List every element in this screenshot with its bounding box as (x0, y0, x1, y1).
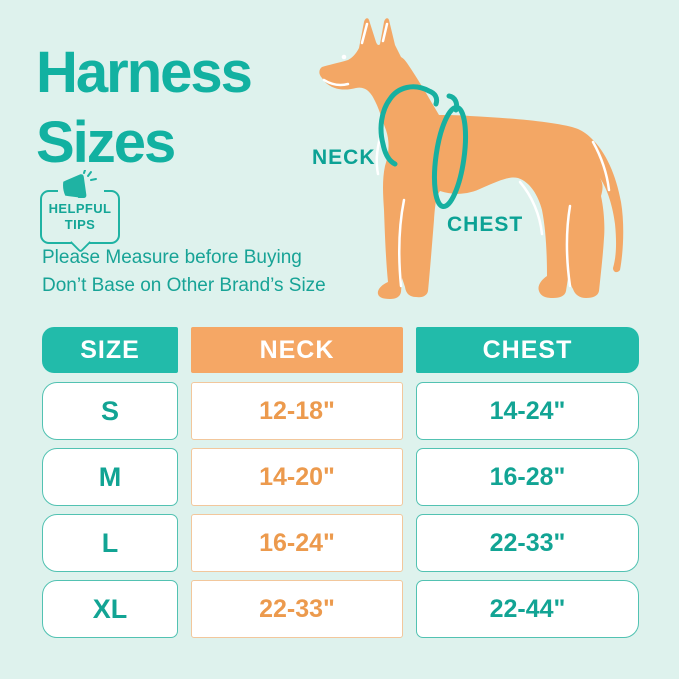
dog-silhouette-svg (319, 18, 624, 299)
table-row: M 14-20" 16-28" (42, 448, 639, 506)
neck-measure-label: NECK (312, 146, 376, 169)
tips-badge-line1: HELPFUL (48, 201, 112, 216)
size-cell: XL (42, 580, 178, 638)
measure-note: Please Measure before Buying Don’t Base … (42, 244, 326, 300)
neck-column-header: NECK (191, 327, 403, 373)
chest-measure-label: CHEST (447, 213, 524, 236)
measure-note-line2: Don’t Base on Other Brand’s Size (42, 275, 326, 296)
page-title-line1: Harness (36, 40, 253, 105)
size-column-header: SIZE (42, 327, 178, 373)
megaphone-icon-svg (63, 170, 97, 198)
helpful-tips-badge: HELPFUL TIPS (40, 169, 120, 254)
harness-straps (378, 84, 469, 210)
megaphone-icon (58, 169, 104, 199)
size-chart: SIZE NECK CHEST S 12-18" 14-24" M 14-20"… (42, 327, 639, 646)
neck-cell: 12-18" (191, 382, 403, 440)
size-cell: M (42, 448, 178, 506)
neck-cell: 16-24" (191, 514, 403, 572)
table-row: XL 22-33" 22-44" (42, 580, 639, 638)
neck-cell: 22-33" (191, 580, 403, 638)
size-cell: L (42, 514, 178, 572)
table-row: S 12-18" 14-24" (42, 382, 639, 440)
chest-cell: 14-24" (416, 382, 639, 440)
tips-badge-line2: TIPS (64, 217, 96, 232)
dog-illustration: NECK CHEST (310, 10, 650, 304)
neck-cell: 14-20" (191, 448, 403, 506)
page-title: Harness Sizes (36, 38, 253, 178)
size-cell: S (42, 382, 178, 440)
chest-cell: 22-33" (416, 514, 639, 572)
chest-column-header: CHEST (416, 327, 639, 373)
table-row: L 16-24" 22-33" (42, 514, 639, 572)
measure-note-line1: Please Measure before Buying (42, 247, 302, 268)
page-title-line2: Sizes (36, 110, 176, 175)
table-header-row: SIZE NECK CHEST (42, 327, 639, 373)
chest-cell: 22-44" (416, 580, 639, 638)
chest-cell: 16-28" (416, 448, 639, 506)
